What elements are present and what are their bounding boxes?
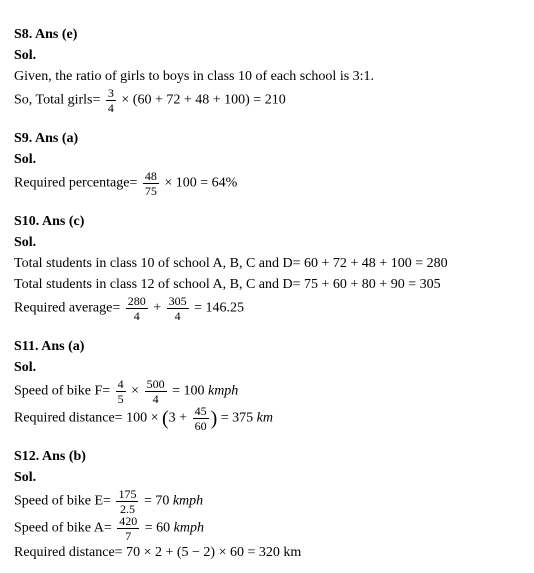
s11-label2: Required distance= 100 × xyxy=(14,411,162,426)
s12-f1-num: 175 xyxy=(116,488,138,502)
s12-line1: Speed of bike E= 175 2.5 = 70 kmph xyxy=(14,488,520,515)
s9-frac-num: 48 xyxy=(143,170,159,184)
s12-unit2: kmph xyxy=(174,521,204,536)
s12-f2-num: 420 xyxy=(117,515,139,529)
s8-expr: So, Total girls= 3 4 × (60 + 72 + 48 + 1… xyxy=(14,87,520,114)
s11-f3-den: 60 xyxy=(193,419,209,432)
s10-f2-den: 4 xyxy=(167,309,189,322)
s12-unit1: kmph xyxy=(173,494,203,509)
s10-f1-den: 4 xyxy=(126,309,148,322)
s9-frac-den: 75 xyxy=(143,184,159,197)
s10-line2: Total students in class 12 of school A, … xyxy=(14,274,520,295)
s8-rest: × (60 + 72 + 48 + 100) = 210 xyxy=(121,93,285,108)
s12-f1: 175 2.5 xyxy=(116,488,138,515)
s10-heading: S10. Ans (c) xyxy=(14,211,520,232)
s8-label: So, Total girls= xyxy=(14,93,100,108)
s12-label1: Speed of bike E= xyxy=(14,494,111,509)
s11-f1-den: 5 xyxy=(116,392,126,405)
s11-f2-den: 4 xyxy=(145,392,167,405)
s11-line2: Required distance= 100 × (3 + 45 60 ) = … xyxy=(14,405,520,432)
s11-eq1: = 100 xyxy=(172,384,208,399)
s10-plus: + xyxy=(153,301,161,316)
s11-f1-num: 4 xyxy=(116,378,126,392)
s10-f1-num: 280 xyxy=(126,295,148,309)
s11-f2-num: 500 xyxy=(145,378,167,392)
s11-eq2: = 375 xyxy=(221,411,257,426)
s11-inparen-left: 3 + xyxy=(169,411,187,426)
s11-sol: Sol. xyxy=(14,357,520,378)
s12-eq1: = 70 xyxy=(144,494,173,509)
s10-eq: = 146.25 xyxy=(194,301,244,316)
s9-frac: 48 75 xyxy=(143,170,159,197)
s10-sol: Sol. xyxy=(14,232,520,253)
s12-f2-den: 7 xyxy=(117,529,139,542)
s12-eq2: = 60 xyxy=(145,521,174,536)
s8-heading: S8. Ans (e) xyxy=(14,24,520,45)
s8-frac: 3 4 xyxy=(106,87,116,114)
s11-line1: Speed of bike F= 4 5 × 500 4 = 100 kmph xyxy=(14,378,520,405)
s10-line1: Total students in class 10 of school A, … xyxy=(14,253,520,274)
s12-f2: 420 7 xyxy=(117,515,139,542)
s11-f3: 45 60 xyxy=(193,405,209,432)
s10-f1: 280 4 xyxy=(126,295,148,322)
s11-heading: S11. Ans (a) xyxy=(14,336,520,357)
s9-label: Required percentage= xyxy=(14,176,137,191)
s12-heading: S12. Ans (b) xyxy=(14,446,520,467)
s12-line2: Speed of bike A= 420 7 = 60 kmph xyxy=(14,515,520,542)
s10-expr: Required average= 280 4 + 305 4 = 146.25 xyxy=(14,295,520,322)
s12-line3: Required distance= 70 × 2 + (5 − 2) × 60… xyxy=(14,542,520,563)
s10-label: Required average= xyxy=(14,301,120,316)
s9-expr: Required percentage= 48 75 × 100 = 64% xyxy=(14,170,520,197)
s11-f1: 4 5 xyxy=(116,378,126,405)
s8-frac-den: 4 xyxy=(106,101,116,114)
s9-heading: S9. Ans (a) xyxy=(14,128,520,149)
s11-f3-num: 45 xyxy=(193,405,209,419)
s11-f2: 500 4 xyxy=(145,378,167,405)
s11-unit2: km xyxy=(257,411,273,426)
s12-sol: Sol. xyxy=(14,467,520,488)
s8-sol: Sol. xyxy=(14,45,520,66)
s8-line1: Given, the ratio of girls to boys in cla… xyxy=(14,66,520,87)
s9-sol: Sol. xyxy=(14,149,520,170)
s10-f2-num: 305 xyxy=(167,295,189,309)
s11-label1: Speed of bike F= xyxy=(14,384,110,399)
s9-rest: × 100 = 64% xyxy=(164,176,237,191)
s8-frac-num: 3 xyxy=(106,87,116,101)
s10-f2: 305 4 xyxy=(167,295,189,322)
s12-label2: Speed of bike A= xyxy=(14,521,112,536)
open-paren-icon: ( xyxy=(162,408,169,430)
close-paren-icon: ) xyxy=(211,408,218,430)
s11-times: × xyxy=(131,384,139,399)
s11-unit1: kmph xyxy=(208,384,238,399)
